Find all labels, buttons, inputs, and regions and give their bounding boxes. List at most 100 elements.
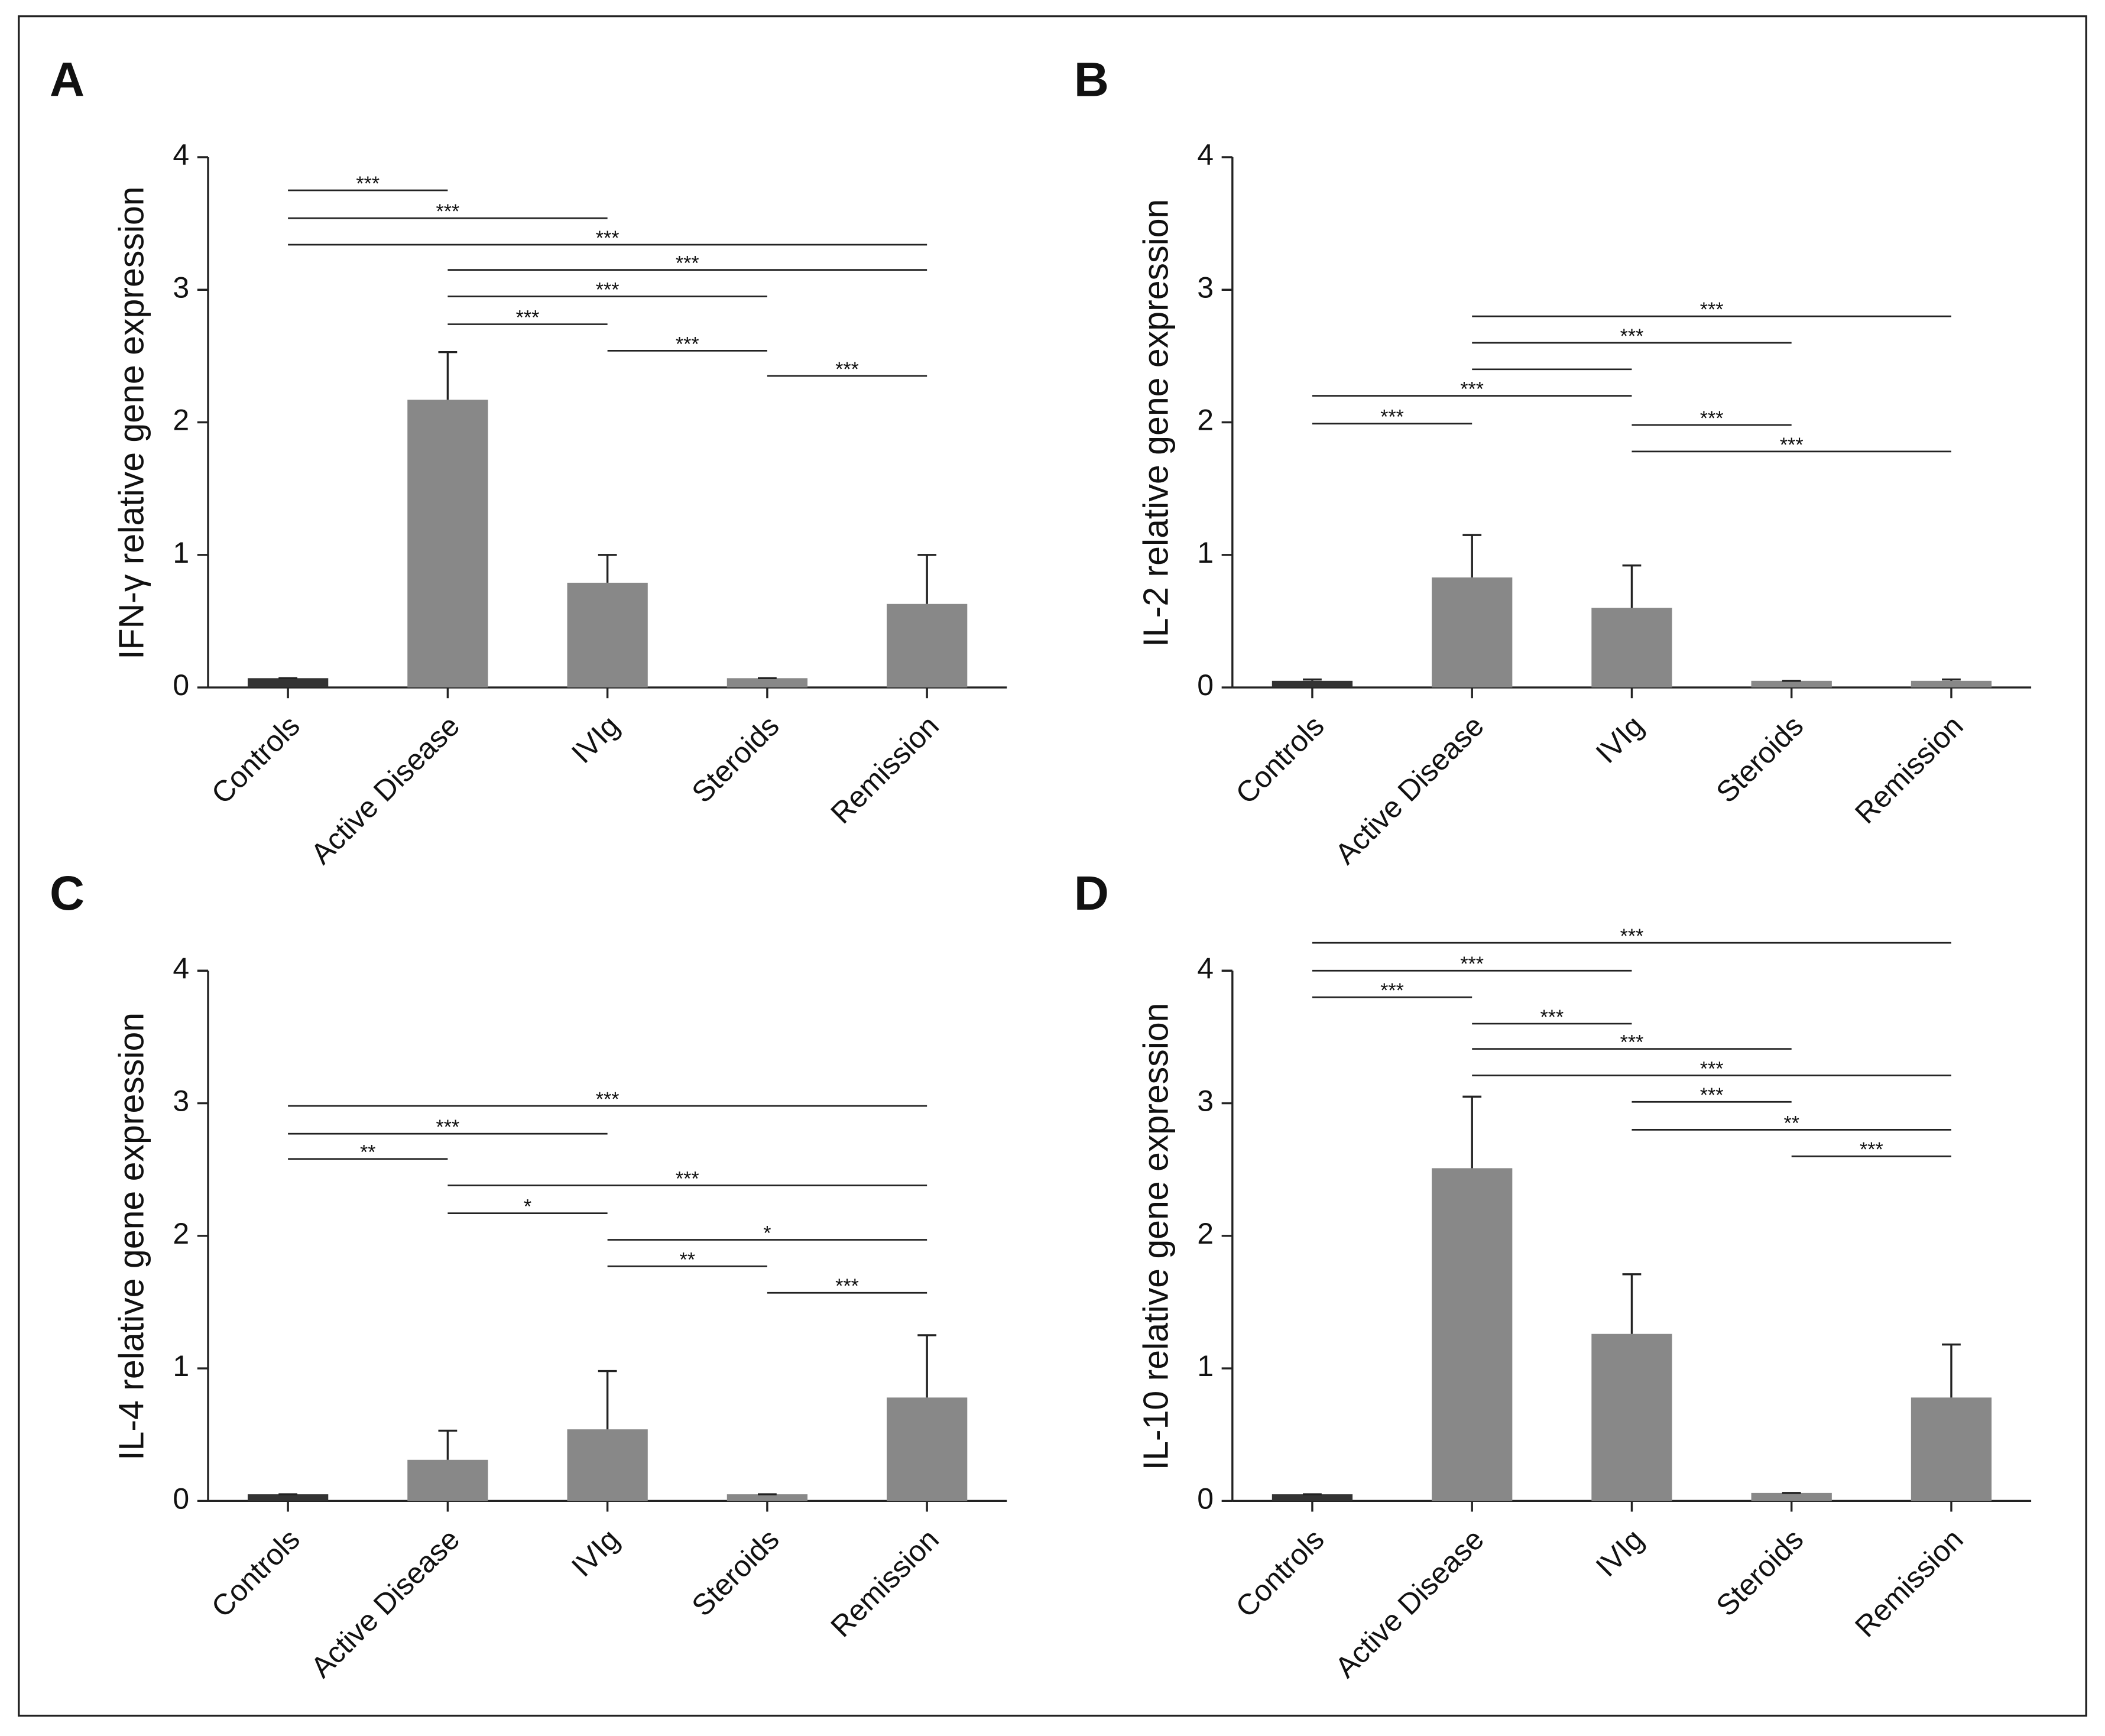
- y-tick-label: 0: [173, 669, 189, 702]
- bar: [1911, 680, 1992, 688]
- significance-label: ***: [436, 200, 460, 223]
- significance-label: ***: [1460, 378, 1484, 401]
- y-tick-label: 1: [1197, 536, 1214, 569]
- significance-label: ***: [1860, 1138, 1883, 1161]
- significance-label: ***: [676, 1167, 699, 1190]
- y-tick-label: 3: [173, 271, 189, 304]
- figure-border: [18, 15, 2087, 1717]
- bar: [1432, 1168, 1513, 1501]
- panel-label: C: [50, 867, 85, 920]
- significance-label: ***: [1780, 434, 1804, 456]
- significance-label: ***: [596, 278, 620, 301]
- y-tick-label: 0: [173, 1482, 189, 1516]
- significance-label: ***: [1460, 953, 1484, 975]
- x-tick-label: Remission: [824, 709, 945, 830]
- bar: [248, 678, 329, 688]
- y-tick-label: 1: [1197, 1349, 1214, 1383]
- y-tick-label: 4: [173, 952, 189, 985]
- significance-label: *: [524, 1196, 531, 1218]
- x-tick-label: IVIg: [565, 709, 625, 770]
- significance-label: ***: [1700, 407, 1724, 430]
- bar: [887, 603, 968, 688]
- bar: [1751, 680, 1832, 688]
- significance-label: **: [360, 1141, 376, 1164]
- significance-label: ***: [1620, 1031, 1644, 1053]
- y-tick-label: 3: [1197, 271, 1214, 304]
- significance-label: ***: [356, 173, 380, 195]
- significance-label: *: [763, 1222, 771, 1244]
- significance-label: ***: [516, 306, 540, 329]
- significance-label: ***: [596, 227, 620, 249]
- bar: [1911, 1397, 1992, 1501]
- x-tick-label: Steroids: [1710, 1523, 1809, 1623]
- y-tick-label: 1: [173, 536, 189, 569]
- significance-label: ***: [676, 252, 699, 275]
- significance-label: ***: [1620, 925, 1644, 948]
- x-tick-label: IVIg: [1590, 709, 1650, 770]
- bar: [567, 582, 648, 688]
- significance-label: ***: [1380, 979, 1404, 1002]
- significance-label: ***: [835, 1275, 859, 1297]
- significance-label: **: [680, 1248, 695, 1271]
- panel-label: D: [1074, 867, 1109, 920]
- panel-label: A: [50, 53, 85, 107]
- x-tick-label: Active Disease: [304, 1523, 466, 1684]
- x-tick-label: IVIg: [565, 1523, 625, 1583]
- y-tick-label: 4: [173, 138, 189, 171]
- bar: [1432, 577, 1513, 688]
- significance-label: ***: [1700, 1057, 1724, 1080]
- significance-label: ***: [1540, 1006, 1564, 1028]
- bar: [1751, 1492, 1832, 1501]
- x-tick-label: Controls: [1230, 709, 1331, 810]
- y-tick-label: 2: [1197, 1217, 1214, 1250]
- bar: [248, 1494, 329, 1501]
- y-tick-label: 4: [1197, 952, 1214, 985]
- significance-label: ***: [835, 358, 859, 381]
- y-tick-label: 2: [1197, 404, 1214, 437]
- y-tick-label: 0: [1197, 1482, 1214, 1516]
- y-tick-label: 3: [173, 1085, 189, 1118]
- y-tick-label: 0: [1197, 669, 1214, 702]
- bar: [1272, 680, 1353, 688]
- significance-label: ***: [1380, 406, 1404, 429]
- x-tick-label: Active Disease: [304, 709, 466, 871]
- x-tick-label: Active Disease: [1329, 709, 1490, 871]
- x-tick-label: Remission: [824, 1523, 945, 1643]
- x-tick-label: Remission: [1848, 709, 1969, 830]
- significance-label: ***: [1700, 298, 1724, 321]
- bar: [407, 1459, 488, 1501]
- bar: [407, 400, 488, 688]
- x-tick-label: Steroids: [1710, 709, 1809, 809]
- y-tick-label: 4: [1197, 138, 1214, 171]
- significance-label: ***: [1620, 325, 1644, 348]
- x-tick-label: Remission: [1848, 1523, 1969, 1643]
- x-tick-label: Controls: [205, 709, 306, 810]
- y-axis-label: IL-10 relative gene expression: [1137, 1002, 1176, 1470]
- y-tick-label: 2: [173, 1217, 189, 1250]
- x-tick-label: Controls: [205, 1523, 306, 1624]
- x-tick-label: Controls: [1230, 1523, 1331, 1624]
- y-axis-label: IL-4 relative gene expression: [112, 1013, 151, 1461]
- panel-label: B: [1074, 53, 1109, 107]
- y-tick-label: 1: [173, 1349, 189, 1383]
- bar: [1591, 1333, 1672, 1501]
- x-tick-label: Steroids: [685, 1523, 785, 1623]
- significance-label: **: [1783, 1112, 1799, 1134]
- bar: [887, 1397, 968, 1501]
- significance-label: ***: [1700, 1084, 1724, 1107]
- x-tick-label: Active Disease: [1329, 1523, 1490, 1684]
- bar: [1272, 1494, 1353, 1501]
- significance-label: ***: [676, 333, 699, 355]
- y-tick-label: 3: [1197, 1085, 1214, 1118]
- bar: [726, 1494, 808, 1501]
- significance-label: ***: [596, 1088, 620, 1111]
- x-tick-label: IVIg: [1590, 1523, 1650, 1583]
- bar: [1591, 608, 1672, 688]
- y-axis-label: IL-2 relative gene expression: [1137, 199, 1176, 647]
- bar: [567, 1429, 648, 1501]
- significance-label: ***: [436, 1116, 460, 1138]
- bar: [726, 678, 808, 688]
- y-tick-label: 2: [173, 404, 189, 437]
